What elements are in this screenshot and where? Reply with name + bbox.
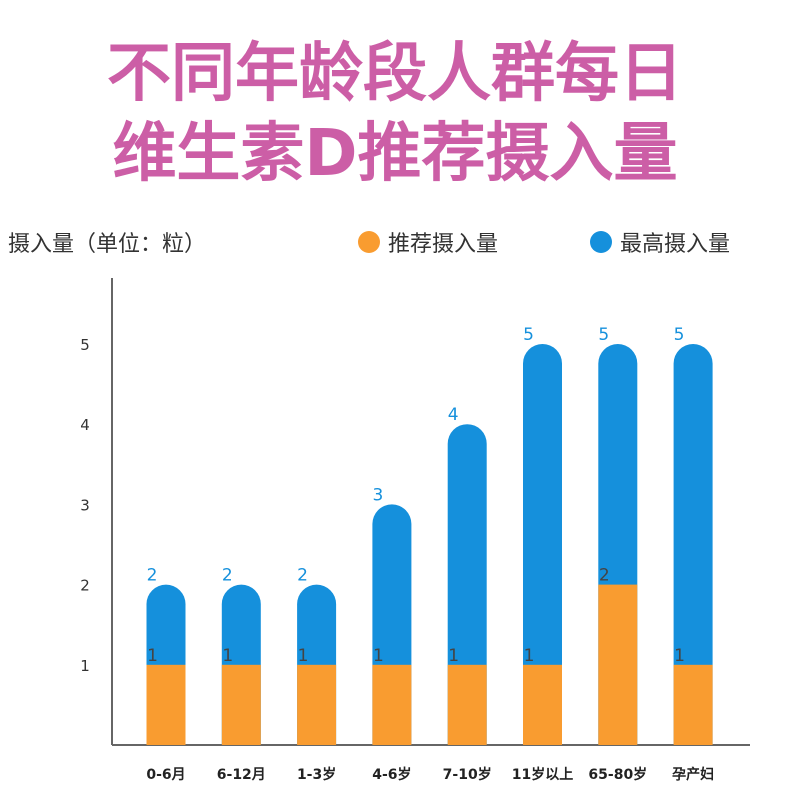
bar-recommended-5 bbox=[523, 664, 562, 745]
data-label-recommended-3: 1 bbox=[373, 646, 384, 666]
x-tick-label-7: 孕产妇 bbox=[672, 766, 714, 783]
data-label-recommended-1: 1 bbox=[222, 646, 233, 666]
chart-title-line-1: 不同年龄段人群每日 bbox=[107, 37, 683, 111]
x-tick-label-4: 7-10岁 bbox=[443, 766, 492, 783]
x-tick-label-2: 1-3岁 bbox=[297, 766, 336, 783]
y-tick-label: 4 bbox=[80, 416, 90, 434]
data-label-max-3: 3 bbox=[372, 485, 383, 505]
x-tick-label-3: 4-6岁 bbox=[372, 766, 411, 783]
bar-recommended-7 bbox=[673, 664, 713, 745]
y-tick-label: 2 bbox=[80, 577, 90, 595]
data-label-recommended-7: 1 bbox=[674, 646, 685, 666]
data-label-max-4: 4 bbox=[448, 405, 459, 425]
legend-swatch-recommended bbox=[358, 231, 380, 253]
legend-swatch-max bbox=[590, 231, 612, 253]
chart-title-line-2: 维生素D推荐摄入量 bbox=[112, 117, 678, 191]
data-label-recommended-5: 1 bbox=[524, 646, 535, 666]
x-tick-label-5: 11岁以上 bbox=[512, 766, 573, 783]
x-tick-label-6: 65-80岁 bbox=[588, 766, 647, 783]
bar-recommended-6 bbox=[598, 584, 638, 745]
bar-max-7 bbox=[673, 344, 713, 745]
y-tick-label: 5 bbox=[80, 336, 90, 354]
legend-item-recommended: 推荐摄入量 bbox=[358, 226, 498, 258]
data-label-max-0: 2 bbox=[147, 566, 158, 586]
bar-recommended-1 bbox=[221, 664, 261, 745]
data-label-recommended-2: 1 bbox=[298, 646, 309, 666]
data-label-max-5: 5 bbox=[523, 325, 534, 345]
data-label-max-2: 2 bbox=[297, 566, 308, 586]
x-tick-label-0: 0-6月 bbox=[146, 767, 185, 783]
data-label-recommended-4: 1 bbox=[448, 646, 459, 666]
bar-recommended-3 bbox=[372, 664, 412, 745]
bar-max-5 bbox=[523, 344, 562, 745]
data-label-max-7: 5 bbox=[674, 325, 685, 345]
legend-label-max: 最高摄入量 bbox=[620, 232, 731, 257]
y-axis-label: 摄入量（单位：粒） bbox=[8, 232, 207, 257]
legend-label-recommended: 推荐摄入量 bbox=[388, 232, 499, 257]
bar-recommended-2 bbox=[297, 664, 337, 745]
legend-item-max: 最高摄入量 bbox=[590, 226, 730, 258]
x-tick-label-1: 6-12月 bbox=[217, 767, 266, 783]
data-label-max-6: 5 bbox=[598, 325, 609, 345]
data-label-recommended-6: 2 bbox=[599, 566, 610, 586]
bar-recommended-0 bbox=[146, 664, 186, 745]
y-tick-label: 3 bbox=[80, 496, 90, 514]
data-label-max-1: 2 bbox=[222, 566, 233, 586]
y-tick-label: 1 bbox=[80, 657, 90, 675]
bar-recommended-4 bbox=[447, 664, 487, 745]
data-label-recommended-0: 1 bbox=[147, 646, 158, 666]
